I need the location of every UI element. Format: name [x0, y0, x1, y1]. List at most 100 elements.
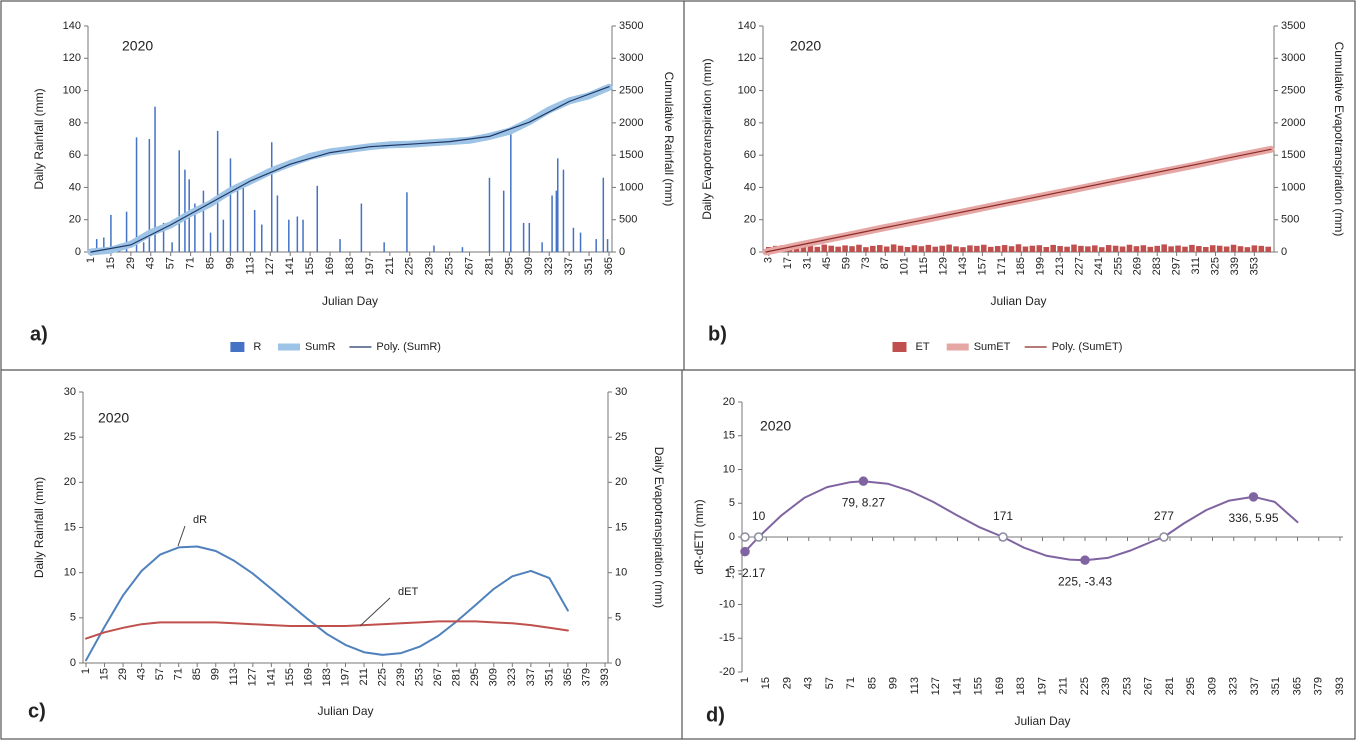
bar: [1043, 246, 1050, 252]
y2-tick-label: 2500: [1281, 84, 1305, 96]
x-tick-label: 43: [145, 257, 157, 269]
y2-tick-label: 15: [615, 521, 627, 533]
x-tick-label: 15: [98, 668, 110, 680]
x-tick-label: 127: [264, 257, 276, 275]
x-tick-label: 57: [824, 677, 836, 689]
x-tick-label: 29: [781, 677, 793, 689]
x-tick-label: 141: [284, 257, 296, 275]
bar: [229, 158, 232, 252]
bar: [1244, 247, 1251, 252]
x-tick-label: 281: [483, 257, 495, 275]
y2-tick-label: 500: [619, 214, 637, 226]
x-tick-label: 211: [358, 668, 370, 686]
x-tick-label: 15: [760, 677, 772, 689]
x-tick-label: 197: [364, 257, 376, 275]
bar: [555, 190, 558, 252]
x-tick-label: 113: [244, 257, 256, 275]
bar: [572, 227, 575, 252]
x-tick-label: 71: [845, 677, 857, 689]
x-axis-title: Julian Day: [317, 704, 373, 718]
x-tick-label: 157: [976, 257, 988, 275]
x-tick-label: 295: [469, 668, 481, 686]
x-tick-label: 101: [899, 257, 911, 275]
y2-tick-label: 25: [615, 431, 627, 443]
bar: [1098, 247, 1105, 252]
bar: [807, 246, 814, 252]
x-tick-label: 155: [304, 257, 316, 275]
point-label: 171: [993, 509, 1013, 523]
x-tick-label: 1: [739, 677, 751, 683]
x-tick-label: 325: [1209, 257, 1221, 275]
bar: [125, 211, 128, 252]
line: [87, 83, 613, 256]
y-tick-label: -10: [719, 598, 735, 610]
y2-tick-label: 3000: [1281, 52, 1305, 64]
bar: [522, 222, 525, 252]
y-tick-label: 0: [75, 246, 81, 258]
line: [85, 620, 569, 640]
bar: [1140, 245, 1147, 252]
x-tick-label: 365: [562, 668, 574, 686]
y-tick-label: 40: [69, 181, 81, 193]
x-tick-label: 323: [506, 668, 518, 686]
bar: [946, 244, 952, 252]
bar: [95, 239, 98, 252]
bar: [842, 245, 848, 252]
bar: [849, 246, 855, 252]
point: [740, 546, 750, 557]
bar: [1001, 245, 1008, 252]
x-tick-label: 339: [1229, 257, 1241, 275]
bar: [606, 239, 609, 252]
y-tick-label: 60: [69, 149, 81, 161]
bar: [856, 244, 862, 252]
x-tick-label: 239: [1100, 677, 1112, 695]
bar: [876, 245, 883, 252]
y-tick-label: 0: [729, 531, 735, 543]
bar: [904, 246, 911, 252]
year-annotation: 2020: [122, 38, 153, 54]
bar: [828, 245, 834, 252]
x-tick-label: 241: [1093, 257, 1105, 275]
y2-tick-label: 1500: [1281, 149, 1305, 161]
x-tick-label: 1: [80, 668, 92, 674]
year-annotation: 2020: [790, 38, 821, 54]
bar: [528, 222, 531, 252]
x-tick-label: 393: [599, 668, 611, 686]
x-tick-label: 129: [937, 257, 949, 275]
y-tick-label: 0: [70, 657, 76, 669]
bar: [557, 158, 559, 252]
legend-label: Poly. (SumET): [1052, 341, 1123, 353]
y-axis-title: dR-dETl (mm): [692, 499, 706, 574]
bar: [1216, 245, 1223, 252]
x-tick-label: 239: [424, 257, 436, 275]
bar: [1265, 246, 1271, 252]
bar: [551, 195, 553, 252]
y-axis-title: Daily Rainfall (mm): [32, 477, 46, 578]
y-tick-label: 80: [69, 117, 81, 129]
bar: [406, 192, 408, 252]
legend-swatch: [892, 342, 907, 352]
y-tick-label: 5: [729, 497, 735, 509]
legend-label: Poly. (SumR): [376, 341, 441, 353]
x-tick-label: 253: [414, 668, 426, 686]
y-tick-label: 5: [70, 612, 76, 624]
x-tick-label: 311: [1190, 257, 1202, 275]
y-tick-label: 100: [738, 84, 756, 96]
y2-tick-label: 20: [615, 476, 627, 488]
bar: [1050, 244, 1056, 252]
bar: [974, 245, 980, 252]
y-tick-label: 20: [723, 396, 735, 408]
bar: [236, 187, 239, 252]
x-tick-label: 337: [563, 257, 575, 275]
point: [1159, 532, 1169, 542]
bar: [1154, 245, 1161, 252]
x-tick-label: 87: [879, 257, 891, 269]
x-tick-label: 295: [503, 257, 515, 275]
bar: [1203, 246, 1209, 252]
bar: [1064, 246, 1070, 252]
line: [765, 148, 1272, 253]
x-tick-label: 29: [125, 257, 137, 269]
x-tick-label: 197: [1036, 677, 1048, 695]
x-tick-label: 199: [1035, 257, 1047, 275]
